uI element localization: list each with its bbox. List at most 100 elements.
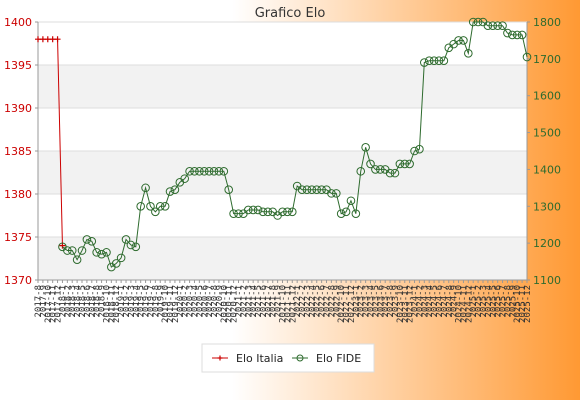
data-point	[473, 17, 483, 27]
x-tick-label: 2022-3	[303, 285, 313, 318]
x-tick-label: 2025-11	[518, 285, 528, 323]
data-point	[263, 207, 273, 217]
data-point	[415, 144, 424, 154]
left-tick-label: 1395	[4, 59, 32, 72]
x-tick-label: 2023-4	[367, 285, 377, 318]
data-point	[219, 166, 229, 176]
series-elo-fide	[58, 17, 532, 272]
x-tick-label: 2023-3	[362, 285, 372, 318]
data-point	[234, 209, 243, 218]
data-point	[356, 166, 366, 176]
data-point	[429, 56, 439, 66]
x-tick-label: 2023-6	[376, 285, 386, 318]
data-point	[405, 159, 414, 169]
x-tick-label: 2023-2	[357, 285, 367, 318]
data-point	[351, 209, 361, 218]
x-tick-label: 2021-2	[239, 285, 249, 318]
data-point	[498, 21, 507, 30]
data-point	[136, 201, 145, 211]
data-point	[151, 207, 160, 217]
x-tick-label: 2022-7	[323, 285, 333, 318]
x-tick-label: 2023-1	[352, 285, 362, 318]
right-tick-label: 1200	[533, 237, 561, 250]
left-tick-label: 1400	[4, 16, 32, 29]
data-point	[454, 36, 463, 45]
x-tick-label: 2020-6	[200, 285, 210, 318]
data-point	[366, 159, 375, 169]
x-tick-label: 2022-9	[332, 285, 342, 318]
x-tick-label: 2018-10	[102, 285, 112, 323]
x-tick-label: 2020-4	[190, 285, 200, 318]
data-point	[180, 174, 189, 183]
data-point	[111, 259, 121, 268]
x-tick-label: 2020-8	[210, 285, 220, 318]
x-tick-label: 2022-8	[327, 285, 337, 318]
right-tick-label: 1300	[533, 200, 561, 213]
x-tick-label: 2023-12	[406, 285, 416, 323]
x-tick-label: 2021-3	[244, 285, 254, 318]
data-point	[395, 159, 405, 169]
left-tick-label: 1370	[4, 274, 32, 287]
data-point	[214, 166, 224, 176]
x-tick-label: 2024-9	[450, 285, 460, 318]
data-point	[331, 189, 341, 198]
data-point	[464, 49, 473, 58]
data-point	[336, 209, 346, 218]
x-tick-label: 2018-8	[93, 285, 103, 318]
x-tick-label: 2019-10	[161, 285, 171, 323]
x-tick-label: 2024-2	[415, 285, 425, 318]
data-point	[170, 185, 180, 194]
right-tick-label: 1100	[533, 274, 561, 287]
data-point	[87, 237, 97, 246]
legend-box	[201, 343, 375, 373]
x-tick-label: 2018-2	[63, 285, 73, 318]
x-tick-label: 2023-11	[401, 285, 411, 323]
x-tick-label: 2019-6	[142, 285, 152, 318]
data-point	[439, 56, 449, 66]
x-tick-label: 2025-6	[494, 285, 504, 318]
x-tick-label: 2020-3	[186, 285, 196, 318]
x-tick-label: 2025-10	[513, 285, 523, 323]
data-point	[204, 166, 214, 176]
data-point	[459, 36, 468, 45]
x-tick-label: 2019-3	[127, 285, 137, 318]
plot-band	[38, 237, 527, 280]
data-point	[385, 168, 395, 178]
data-point	[517, 30, 527, 40]
series-line	[62, 21, 528, 268]
x-tick-label: 2021-12	[288, 285, 298, 323]
data-point	[199, 166, 209, 176]
data-point	[512, 30, 522, 40]
left-tick-label: 1375	[4, 231, 32, 244]
data-point	[59, 242, 66, 249]
data-point	[67, 246, 77, 255]
data-point	[77, 246, 87, 255]
x-tick-label: 2024-7	[440, 285, 450, 318]
data-point	[63, 246, 72, 255]
data-point	[508, 30, 517, 40]
x-tick-label: 2019-11	[166, 285, 176, 323]
chart-title: Grafico Elo	[255, 6, 326, 21]
x-tick-label: 2019-1	[117, 285, 127, 318]
x-tick-label: 2021-11	[283, 285, 293, 323]
x-tick-label: 2024-11	[459, 285, 469, 323]
x-tick-label: 2020-1	[176, 285, 186, 318]
data-point	[243, 205, 253, 215]
right-tick-label: 1600	[533, 90, 561, 103]
data-point	[376, 165, 385, 174]
x-tick-label: 2022-12	[347, 285, 357, 323]
x-tick-label: 2017-8	[34, 285, 44, 318]
x-tick-label: 2022-10	[337, 285, 347, 323]
x-tick-label: 2025-5	[489, 285, 499, 318]
x-tick-label: 2018-9	[98, 285, 108, 318]
x-tick-label: 2024-5	[430, 285, 440, 318]
x-tick-label: 2023-8	[386, 285, 396, 318]
data-point	[522, 52, 532, 62]
x-tick-label: 2022-11	[342, 285, 352, 323]
x-tick-label: 2021-1	[234, 285, 244, 318]
x-tick-label: 2025-8	[503, 285, 513, 318]
x-tick-label: 2018-11	[107, 285, 117, 323]
x-tick-label: 2017-11	[49, 285, 59, 323]
data-point	[209, 166, 219, 176]
data-point	[185, 166, 194, 176]
